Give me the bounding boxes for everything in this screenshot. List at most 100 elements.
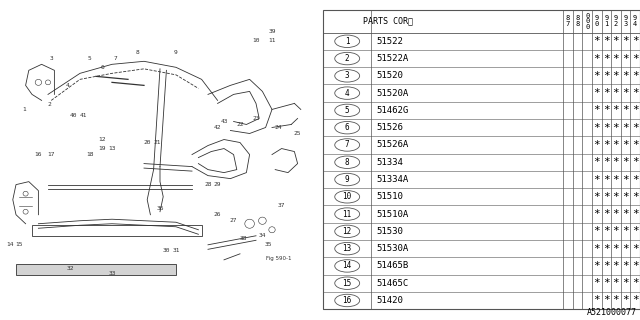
- Text: 36: 36: [156, 206, 164, 211]
- Text: 51522A: 51522A: [376, 54, 408, 63]
- Text: *: *: [612, 105, 620, 116]
- Text: 51510A: 51510A: [376, 210, 408, 219]
- Text: 9
4: 9 4: [633, 15, 637, 27]
- Text: 14: 14: [342, 261, 352, 270]
- Text: *: *: [593, 261, 600, 271]
- Text: 42: 42: [214, 125, 221, 130]
- Text: 51530: 51530: [376, 227, 403, 236]
- Text: *: *: [612, 123, 620, 133]
- Text: 9
0: 9 0: [595, 15, 599, 27]
- Text: *: *: [632, 209, 639, 219]
- Text: *: *: [593, 295, 600, 306]
- Text: 22: 22: [236, 122, 244, 127]
- Text: 51510: 51510: [376, 192, 403, 201]
- Text: *: *: [612, 209, 620, 219]
- Text: *: *: [622, 244, 629, 254]
- Text: *: *: [612, 53, 620, 64]
- Text: *: *: [603, 209, 610, 219]
- Text: *: *: [612, 278, 620, 288]
- Text: *: *: [593, 123, 600, 133]
- Text: 3: 3: [345, 71, 349, 80]
- Text: *: *: [603, 123, 610, 133]
- Text: 0
0
0: 0 0 0: [585, 12, 589, 30]
- Text: *: *: [603, 295, 610, 306]
- Text: *: *: [612, 174, 620, 185]
- Text: 21: 21: [153, 140, 161, 145]
- Text: 34: 34: [259, 233, 266, 238]
- Text: 4: 4: [65, 83, 69, 88]
- Text: *: *: [612, 157, 620, 167]
- Text: *: *: [603, 226, 610, 236]
- Text: *: *: [622, 88, 629, 98]
- Text: *: *: [632, 278, 639, 288]
- Text: *: *: [593, 140, 600, 150]
- Text: 51334: 51334: [376, 158, 403, 167]
- Text: 25: 25: [294, 131, 301, 136]
- Text: *: *: [622, 105, 629, 116]
- Text: *: *: [603, 36, 610, 46]
- Text: 10: 10: [252, 38, 260, 43]
- Text: 2: 2: [345, 54, 349, 63]
- Text: *: *: [622, 295, 629, 306]
- Text: 31: 31: [172, 248, 180, 253]
- Text: 9
2: 9 2: [614, 15, 618, 27]
- Text: 27: 27: [230, 218, 237, 223]
- Text: *: *: [612, 36, 620, 46]
- Text: 39: 39: [268, 29, 276, 34]
- Text: 51465C: 51465C: [376, 279, 408, 288]
- Text: *: *: [612, 226, 620, 236]
- Text: *: *: [603, 71, 610, 81]
- Text: *: *: [612, 71, 620, 81]
- Text: *: *: [612, 244, 620, 254]
- Text: 8
8: 8 8: [575, 15, 580, 27]
- Text: 10: 10: [342, 192, 352, 201]
- Text: 43: 43: [220, 119, 228, 124]
- Text: 24: 24: [275, 125, 282, 130]
- Text: 16: 16: [342, 296, 352, 305]
- Text: *: *: [632, 226, 639, 236]
- Text: 23: 23: [252, 116, 260, 121]
- Text: *: *: [632, 244, 639, 254]
- Text: 40: 40: [70, 113, 77, 118]
- Text: 3: 3: [49, 56, 53, 61]
- Text: *: *: [632, 36, 639, 46]
- Text: 11: 11: [342, 210, 352, 219]
- Text: 41: 41: [79, 113, 87, 118]
- Text: 6: 6: [100, 65, 104, 70]
- Text: *: *: [593, 71, 600, 81]
- Text: *: *: [593, 36, 600, 46]
- Text: 51462G: 51462G: [376, 106, 408, 115]
- Text: *: *: [622, 278, 629, 288]
- Text: *: *: [593, 174, 600, 185]
- Text: 7: 7: [345, 140, 349, 149]
- Text: *: *: [603, 261, 610, 271]
- Text: 51526A: 51526A: [376, 140, 408, 149]
- Text: *: *: [603, 192, 610, 202]
- Text: *: *: [603, 174, 610, 185]
- Text: *: *: [593, 105, 600, 116]
- Text: *: *: [612, 88, 620, 98]
- Text: *: *: [632, 123, 639, 133]
- Text: 29: 29: [214, 182, 221, 187]
- Text: 51520: 51520: [376, 71, 403, 80]
- Text: 6: 6: [345, 123, 349, 132]
- Text: *: *: [603, 105, 610, 116]
- Text: *: *: [612, 261, 620, 271]
- Text: *: *: [622, 36, 629, 46]
- Text: *: *: [632, 174, 639, 185]
- Text: *: *: [632, 88, 639, 98]
- Text: *: *: [593, 88, 600, 98]
- Text: *: *: [603, 157, 610, 167]
- Text: 4: 4: [345, 89, 349, 98]
- Text: *: *: [603, 140, 610, 150]
- Text: *: *: [593, 244, 600, 254]
- Text: 1: 1: [345, 37, 349, 46]
- Text: 32: 32: [67, 266, 74, 271]
- Text: *: *: [632, 105, 639, 116]
- Text: 51420: 51420: [376, 296, 403, 305]
- Text: 15: 15: [342, 279, 352, 288]
- Text: 33: 33: [108, 271, 116, 276]
- Text: 26: 26: [214, 212, 221, 217]
- Text: *: *: [632, 295, 639, 306]
- Text: *: *: [593, 53, 600, 64]
